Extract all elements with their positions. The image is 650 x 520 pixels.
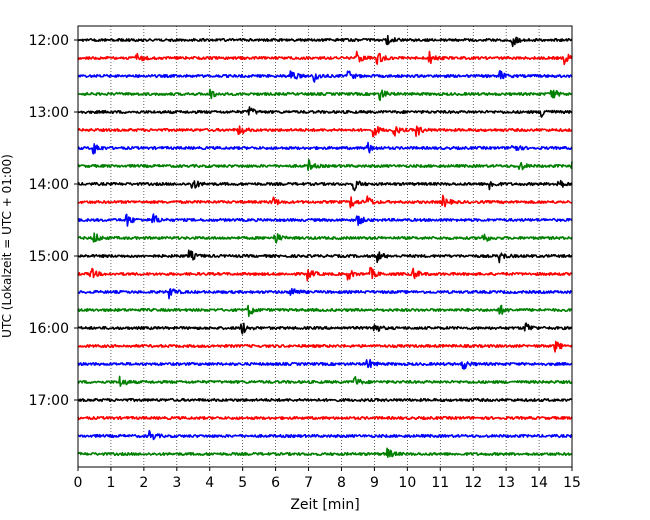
plot-background [78, 26, 572, 467]
y-tick-label: 17:00 [29, 393, 69, 409]
x-tick-label: 15 [563, 475, 581, 491]
x-tick-label: 1 [106, 475, 115, 491]
x-tick-label: 10 [398, 475, 416, 491]
trace-line [77, 88, 573, 102]
trace-line [77, 249, 573, 264]
x-tick-label: 14 [530, 475, 548, 491]
x-tick-label: 9 [370, 475, 379, 491]
trace-line [77, 322, 573, 335]
trace-line [77, 179, 573, 192]
y-tick-label: 12:00 [29, 33, 69, 49]
x-tick-label: 4 [205, 475, 214, 491]
x-axis: 0 1 2 3 4 5 6 7 8 9 10 11 12 13 14 15 [74, 467, 581, 491]
x-tick-label: 11 [431, 475, 449, 491]
x-tick-label: 6 [271, 475, 280, 491]
trace-line [77, 266, 573, 282]
trace-line [77, 194, 573, 209]
trace-line [77, 159, 573, 171]
x-tick-label: 12 [464, 475, 482, 491]
trace-line [77, 415, 573, 421]
y-tick-label: 16:00 [29, 321, 69, 337]
trace-line [77, 358, 573, 370]
trace-line [77, 287, 573, 300]
trace-line [77, 141, 573, 155]
y-tick-label: 13:00 [29, 105, 69, 121]
trace-line [77, 213, 573, 227]
x-axis-label: Zeit [min] [290, 497, 359, 513]
trace-line [77, 106, 573, 118]
x-tick-label: 13 [497, 475, 515, 491]
x-tick-label: 5 [238, 475, 247, 491]
y-axis-label: UTC (Lokalzeit = UTC + 01:00) [0, 154, 14, 338]
y-tick-label: 15:00 [29, 249, 69, 265]
x-tick-label: 8 [337, 475, 346, 491]
trace-line [77, 304, 573, 317]
trace-line [77, 429, 573, 441]
y-tick-label: 14:00 [29, 177, 69, 193]
trace-line [77, 69, 573, 83]
x-tick-label: 3 [172, 475, 181, 491]
trace-line [77, 125, 573, 138]
trace-line [77, 232, 573, 244]
x-tick-label: 7 [304, 475, 313, 491]
x-tick-label: 2 [139, 475, 148, 491]
trace-line [77, 375, 573, 387]
trace-line [77, 397, 573, 403]
plot-frame [77, 25, 573, 468]
trace-line [77, 34, 573, 48]
trace-group [77, 34, 573, 458]
x-tick-label: 0 [74, 475, 83, 491]
y-axis: 12:00 13:00 14:00 15:00 16:00 17:00 [29, 33, 78, 409]
trace-line [77, 50, 573, 66]
trace-line [77, 340, 573, 353]
trace-line [77, 447, 573, 458]
